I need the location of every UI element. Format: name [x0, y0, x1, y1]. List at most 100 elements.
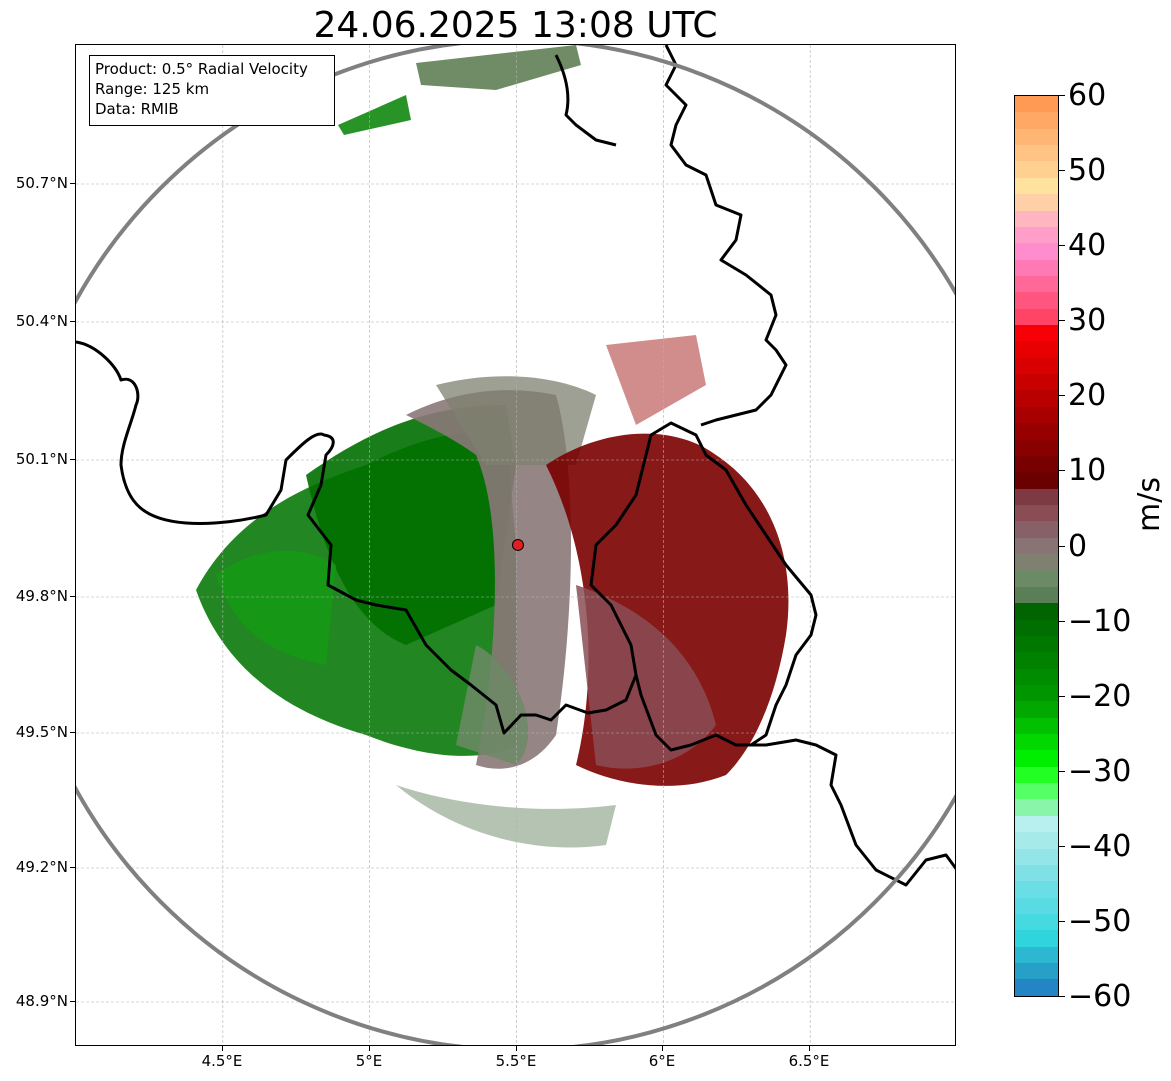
colorbar-segment	[1015, 521, 1058, 538]
colorbar-segment	[1015, 554, 1058, 571]
colorbar-tick-label: −40	[1068, 829, 1132, 864]
colorbar-tick	[1059, 846, 1065, 847]
lat-tick-mark	[70, 1001, 75, 1002]
colorbar-segment	[1015, 112, 1058, 129]
lon-tick-label: 4.5°E	[201, 1052, 243, 1070]
colorbar-segment	[1015, 619, 1058, 636]
colorbar-segment	[1015, 717, 1058, 735]
colorbar-unit-label: m/s	[1132, 477, 1167, 532]
colorbar-segment	[1015, 963, 1058, 980]
colorbar-segment	[1015, 406, 1058, 424]
colorbar-tick	[1059, 170, 1065, 171]
colorbar-segment	[1015, 734, 1058, 751]
lat-tick-label: 50.7°N	[15, 174, 68, 192]
lon-tick-label: 5°E	[355, 1052, 383, 1070]
colorbar-tick	[1059, 546, 1065, 547]
lon-tick-label: 6°E	[648, 1052, 676, 1070]
colorbar-tick-label: −20	[1068, 679, 1132, 714]
map-gridlines	[76, 45, 955, 1045]
lat-tick-label: 49.5°N	[15, 723, 68, 741]
colorbar-segment	[1015, 374, 1058, 391]
colorbar-tick	[1059, 245, 1065, 246]
colorbar-tick	[1059, 95, 1065, 96]
colorbar-segment	[1015, 177, 1058, 195]
colorbar-segment	[1015, 930, 1058, 947]
lat-tick-label: 48.9°N	[15, 992, 68, 1010]
colorbar-segment	[1015, 259, 1058, 276]
colorbar-segment	[1015, 635, 1058, 653]
colorbar-segment	[1015, 243, 1058, 260]
colorbar-segment	[1015, 537, 1058, 555]
lat-tick-label: 50.4°N	[15, 312, 68, 330]
lon-tick-mark	[662, 1046, 663, 1051]
colorbar-tick-label: 60	[1068, 78, 1107, 113]
colorbar-segment	[1015, 897, 1058, 914]
info-product: Product: 0.5° Radial Velocity	[95, 60, 308, 78]
colorbar-tick-label: −30	[1068, 754, 1132, 789]
colorbar-segment	[1015, 357, 1058, 375]
radar-velocity-field	[196, 45, 789, 848]
radar-site-marker[interactable]	[511, 538, 524, 551]
lat-tick-mark	[70, 459, 75, 460]
colorbar-tick-label: 30	[1068, 303, 1107, 338]
colorbar-segment	[1015, 504, 1058, 522]
lat-tick-mark	[70, 183, 75, 184]
colorbar-tick-label: 0	[1068, 529, 1088, 564]
colorbar-tick	[1059, 320, 1065, 321]
colorbar-segment	[1015, 586, 1058, 604]
colorbar-segment	[1015, 96, 1058, 113]
colorbar-segment	[1015, 341, 1058, 358]
velocity-colorbar	[1014, 95, 1059, 997]
colorbar-tick	[1059, 771, 1065, 772]
info-box: Product: 0.5° Radial Velocity Range: 125…	[89, 55, 335, 126]
colorbar-segment	[1015, 783, 1058, 800]
lon-tick-label: 6.5°E	[788, 1052, 830, 1070]
colorbar-segment	[1015, 864, 1058, 882]
colorbar-tick	[1059, 621, 1065, 622]
colorbar-segment	[1015, 750, 1058, 767]
colorbar-tick-label: −60	[1068, 979, 1132, 1014]
map-title: 24.06.2025 13:08 UTC	[313, 5, 718, 46]
colorbar-segment	[1015, 799, 1058, 816]
colorbar-segment	[1015, 815, 1058, 833]
lat-tick-mark	[70, 867, 75, 868]
colorbar-segment	[1015, 570, 1058, 587]
colorbar-segment	[1015, 275, 1058, 293]
colorbar-tick	[1059, 996, 1065, 997]
lon-tick-mark	[516, 1046, 517, 1051]
colorbar-segment	[1015, 979, 1058, 996]
lat-tick-mark	[70, 321, 75, 322]
colorbar-segment	[1015, 455, 1058, 473]
colorbar-segment	[1015, 210, 1058, 227]
colorbar-segment	[1015, 832, 1058, 849]
lat-tick-label: 49.8°N	[15, 587, 68, 605]
colorbar-segment	[1015, 145, 1058, 162]
colorbar-segment	[1015, 946, 1058, 964]
colorbar-segment	[1015, 325, 1058, 342]
lat-tick-mark	[70, 596, 75, 597]
lon-tick-label: 5.5°E	[495, 1052, 537, 1070]
lon-tick-mark	[222, 1046, 223, 1051]
colorbar-segment	[1015, 439, 1058, 456]
lon-tick-mark	[369, 1046, 370, 1051]
lat-tick-mark	[70, 732, 75, 733]
colorbar-segment	[1015, 488, 1058, 505]
colorbar-segment	[1015, 766, 1058, 784]
colorbar-tick	[1059, 921, 1065, 922]
colorbar-segment	[1015, 848, 1058, 865]
colorbar-segment	[1015, 423, 1058, 440]
colorbar-segment	[1015, 668, 1058, 685]
colorbar-tick	[1059, 395, 1065, 396]
colorbar-segment	[1015, 684, 1058, 702]
country-borders	[76, 45, 955, 887]
colorbar-segment	[1015, 881, 1058, 898]
colorbar-segment	[1015, 308, 1058, 326]
colorbar-segment	[1015, 913, 1058, 931]
colorbar-segment	[1015, 603, 1058, 620]
colorbar-tick	[1059, 696, 1065, 697]
colorbar-tick-label: 50	[1068, 153, 1107, 188]
colorbar-tick-label: −50	[1068, 904, 1132, 939]
radar-map[interactable]	[75, 44, 956, 1046]
colorbar-segment	[1015, 652, 1058, 669]
colorbar-segment	[1015, 161, 1058, 178]
